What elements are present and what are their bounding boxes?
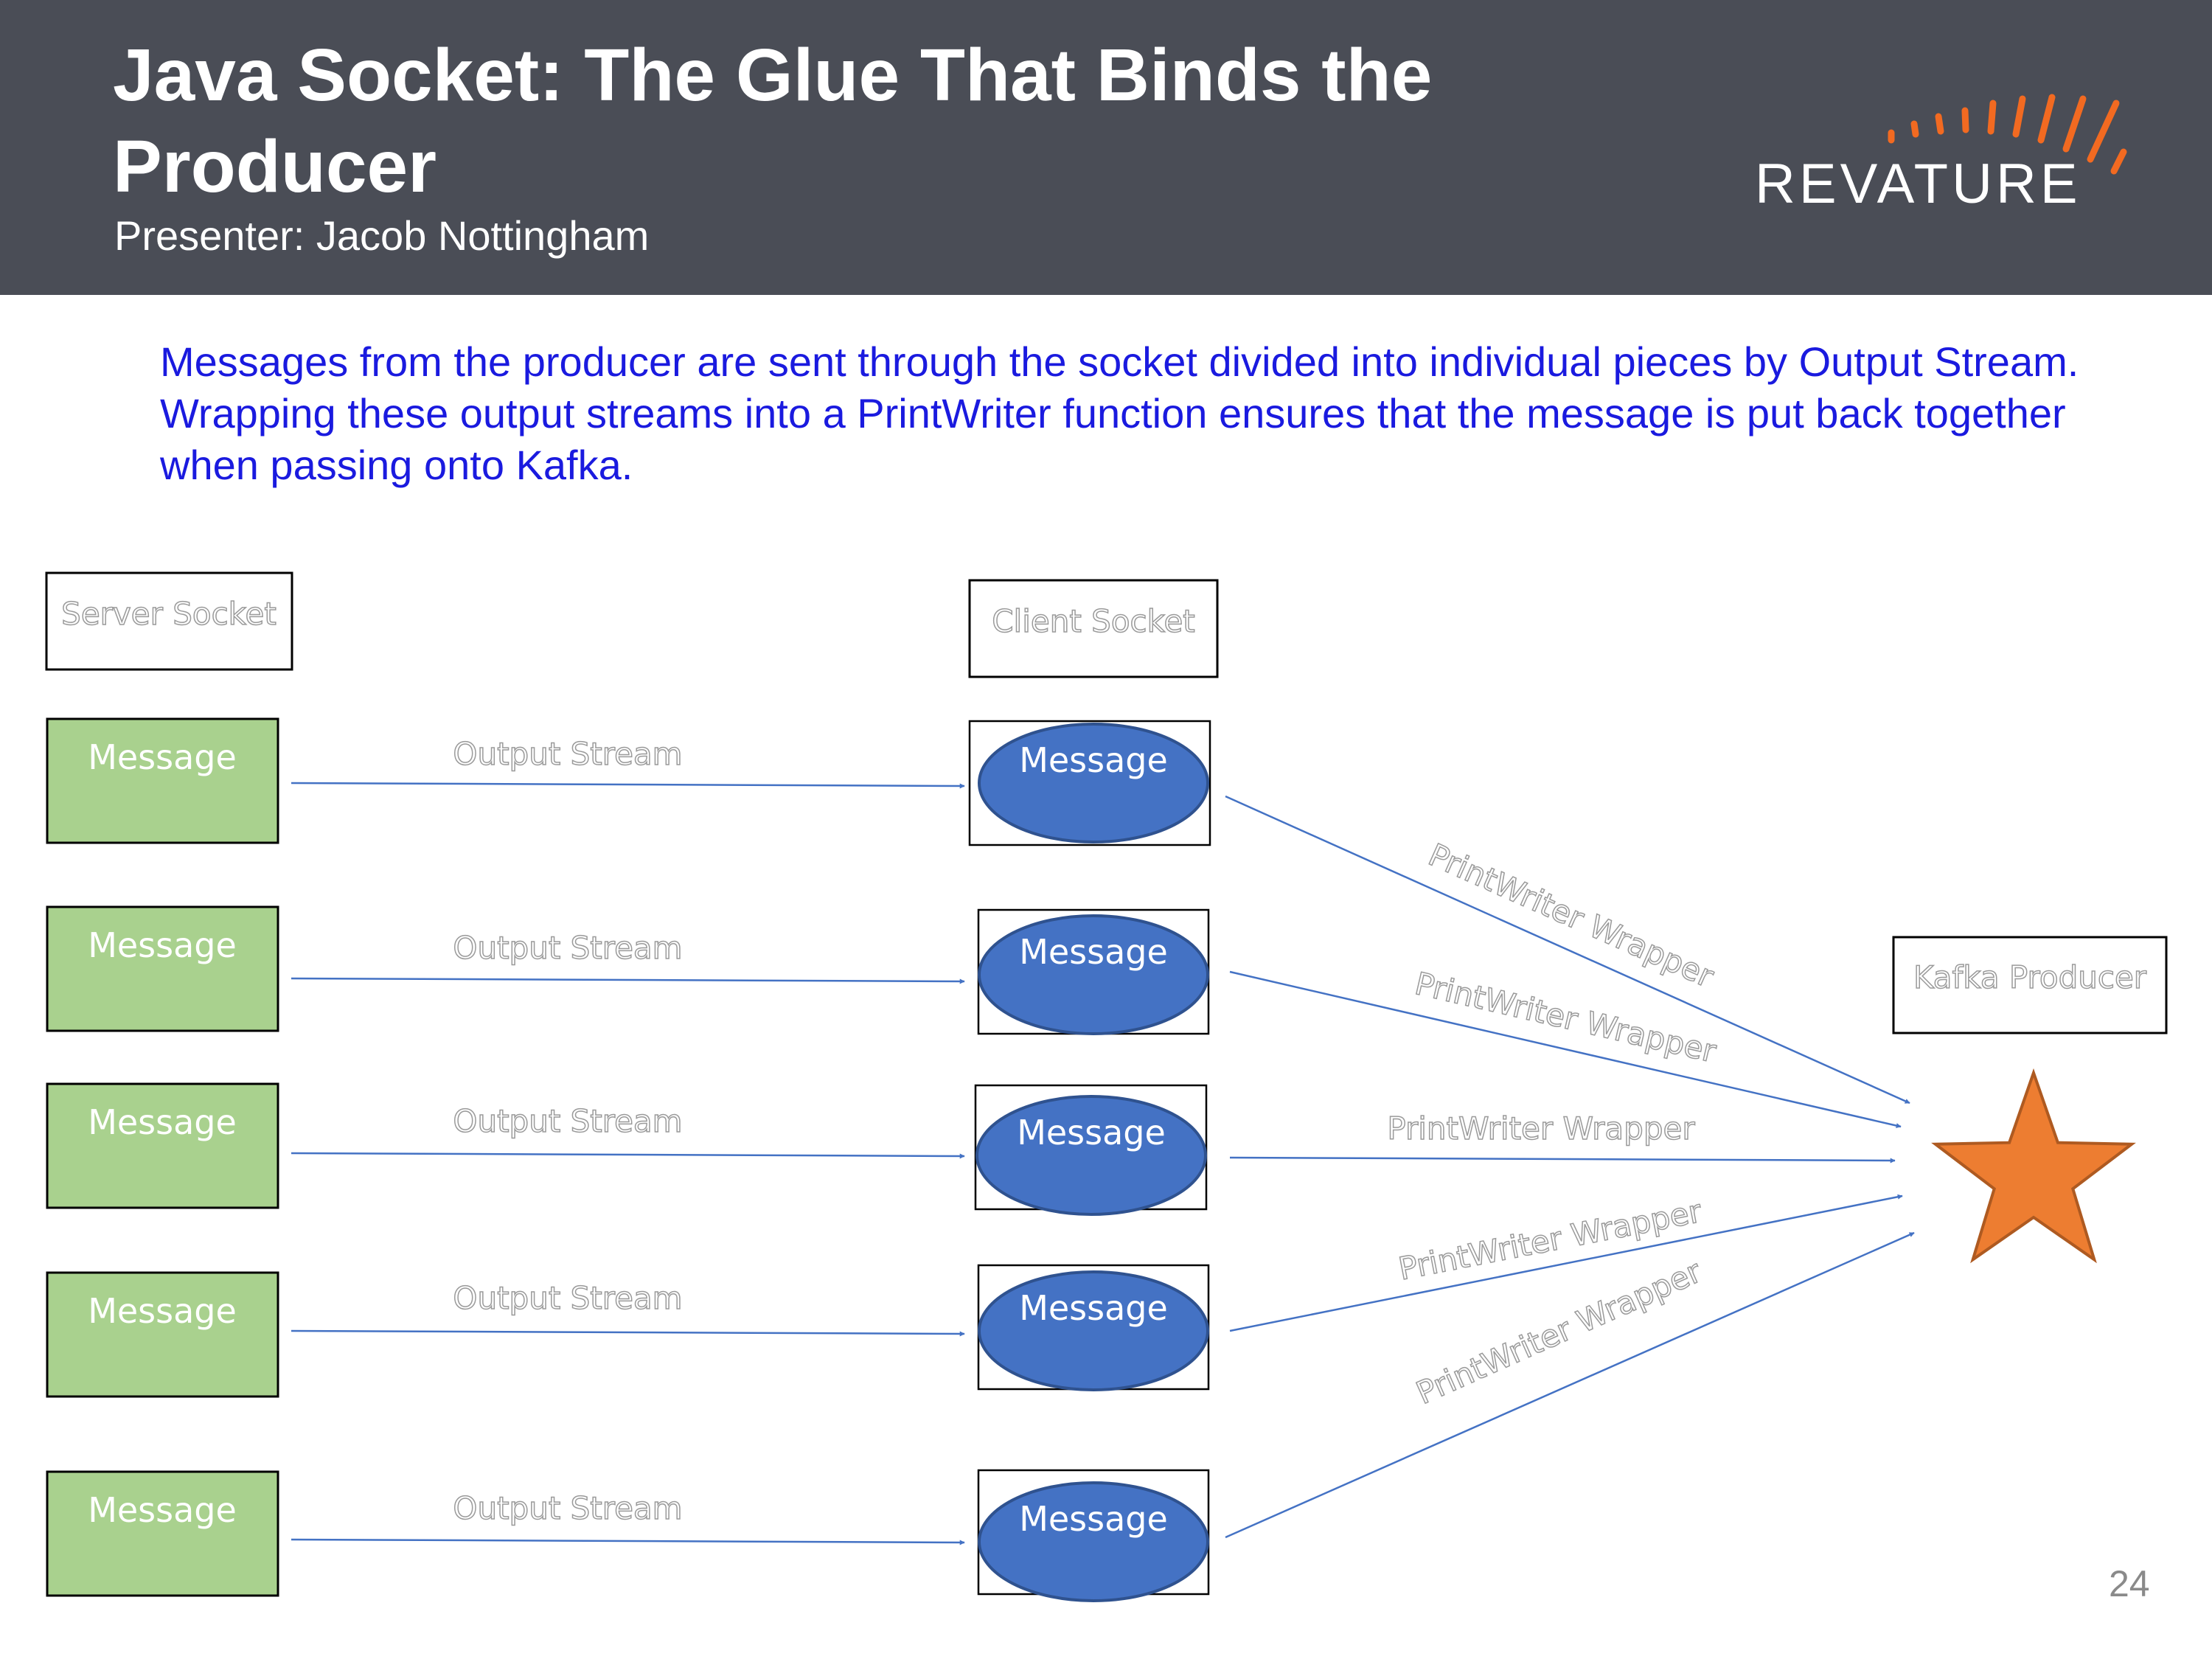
server-message-label: Message [88, 1490, 237, 1530]
output-stream-arrow [291, 1152, 965, 1159]
output-stream-arrow [291, 782, 965, 789]
server-message-label: Message [88, 1291, 237, 1331]
client-message-ellipse [978, 723, 1209, 844]
client-message-ellipse [975, 1095, 1207, 1216]
client-message-label: Message [1017, 1113, 1166, 1152]
intro-paragraph: Messages from the producer are sent thro… [160, 338, 2079, 488]
slide-title: Java Socket: The Glue That Binds the Pro… [113, 34, 1433, 208]
client-socket-box [968, 579, 1219, 678]
sunburst-icon [1888, 94, 2127, 175]
logo-wordmark: REVATURE [1755, 153, 2081, 215]
client-message-ellipse [978, 914, 1209, 1035]
message-row: Message Output Stream Message [46, 1264, 1210, 1398]
client-message-ellipse [978, 1270, 1209, 1391]
client-message-label: Message [1019, 1499, 1168, 1539]
output-stream-label: Output Stream [453, 1280, 682, 1316]
printwriter-label: PrintWriter Wrapper [1423, 837, 1719, 995]
output-stream-arrow [291, 977, 965, 984]
client-message-label: Message [1019, 1288, 1168, 1328]
server-message-box [46, 905, 279, 1032]
output-stream-arrow [291, 1538, 965, 1545]
server-message-label: Message [88, 737, 237, 777]
server-message-box [46, 1470, 279, 1597]
server-message-box [46, 1271, 279, 1398]
output-stream-label: Output Stream [453, 736, 682, 772]
client-message-ellipse [978, 1481, 1209, 1602]
message-row: Message Output Stream Message [46, 1082, 1208, 1216]
client-socket-label: Client Socket [992, 603, 1195, 639]
server-message-label: Message [88, 1102, 237, 1142]
output-stream-label: Output Stream [453, 1103, 682, 1139]
output-stream-arrow [291, 1329, 965, 1337]
output-stream-label: Output Stream [453, 1490, 682, 1526]
kafka-producer-label: Kafka Producer [1913, 959, 2147, 995]
printwriter-arrow [1229, 1156, 1896, 1164]
title-bar: Java Socket: The Glue That Binds the Pro… [0, 0, 2212, 295]
kafka-producer-box [1892, 936, 2168, 1034]
client-message-label: Message [1019, 932, 1168, 972]
server-socket-box [45, 571, 293, 671]
printwriter-arrow [1229, 970, 1902, 1128]
printwriter-label: PrintWriter Wrapper [1387, 1110, 1695, 1147]
server-socket-label: Server Socket [61, 596, 276, 632]
page-number: 24 [2109, 1563, 2150, 1604]
printwriter-arrow [1225, 795, 1910, 1105]
message-row: Message Output Stream Message [46, 717, 1211, 846]
message-row: Message Output Stream Message [46, 905, 1210, 1035]
server-message-box [46, 717, 279, 844]
output-stream-label: Output Stream [453, 930, 682, 966]
server-message-box [46, 1082, 279, 1209]
message-row: Message Output Stream Message [46, 1469, 1210, 1602]
client-message-label: Message [1019, 740, 1168, 780]
printwriter-arrow [1229, 1194, 1903, 1332]
revature-logo: REVATURE [1747, 81, 2160, 221]
printwriter-arrow [1225, 1231, 1915, 1539]
presenter-subtitle: Presenter: Jacob Nottingham [114, 212, 650, 259]
kafka-star-icon [1931, 1068, 2136, 1264]
server-message-label: Message [88, 925, 237, 965]
